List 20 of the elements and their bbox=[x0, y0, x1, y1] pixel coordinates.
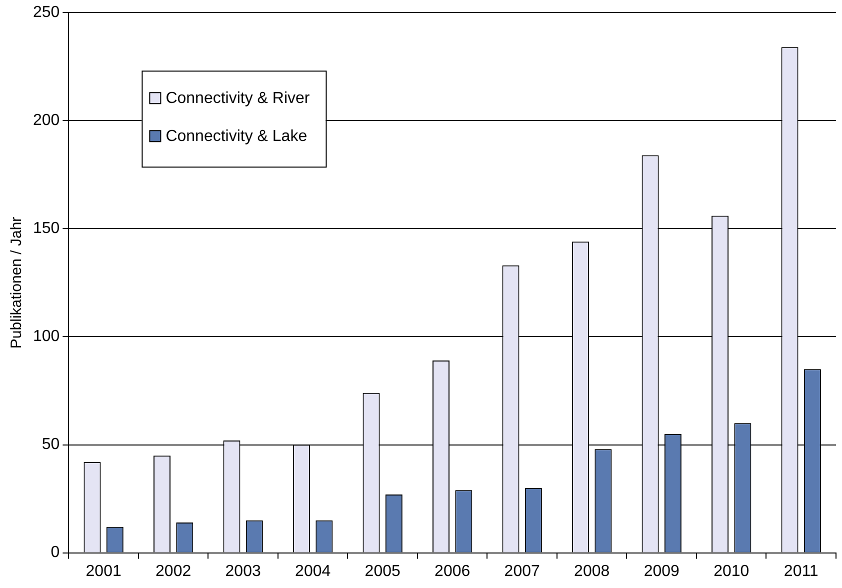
y-tick-label: 200 bbox=[32, 112, 60, 130]
x-tick-label: 2004 bbox=[295, 562, 331, 580]
y-tick-label: 100 bbox=[32, 328, 60, 346]
x-tick-label: 2008 bbox=[574, 562, 610, 580]
x-tick-label: 2005 bbox=[364, 562, 400, 580]
x-tick-label: 2007 bbox=[504, 562, 540, 580]
x-tick-label: 2006 bbox=[434, 562, 470, 580]
x-tick-label: 2001 bbox=[86, 562, 122, 580]
y-tick-label: 50 bbox=[42, 436, 60, 454]
x-tick-label: 2002 bbox=[156, 562, 192, 580]
x-tick-label: 2011 bbox=[784, 562, 818, 580]
x-tick-label: 2010 bbox=[714, 562, 750, 580]
legend-label: Connectivity & River bbox=[166, 90, 310, 108]
x-tick-label: 2009 bbox=[644, 562, 680, 580]
y-tick-label: 250 bbox=[32, 4, 60, 22]
y-axis-title: Publikationen / Jahr bbox=[8, 216, 26, 349]
x-tick-label: 2003 bbox=[225, 562, 261, 580]
y-tick-label: 150 bbox=[32, 220, 60, 238]
y-tick-label: 0 bbox=[50, 544, 60, 562]
legend-label: Connectivity & Lake bbox=[166, 128, 308, 146]
